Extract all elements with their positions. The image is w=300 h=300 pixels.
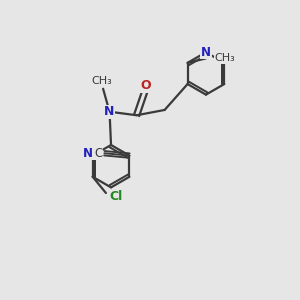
Text: CH₃: CH₃ <box>91 76 112 86</box>
Text: Cl: Cl <box>110 190 123 203</box>
Text: C: C <box>94 147 103 160</box>
Text: N: N <box>201 46 211 59</box>
Text: CH₃: CH₃ <box>214 53 235 63</box>
Text: O: O <box>140 79 151 92</box>
Text: N: N <box>104 105 115 118</box>
Text: N: N <box>83 147 93 160</box>
